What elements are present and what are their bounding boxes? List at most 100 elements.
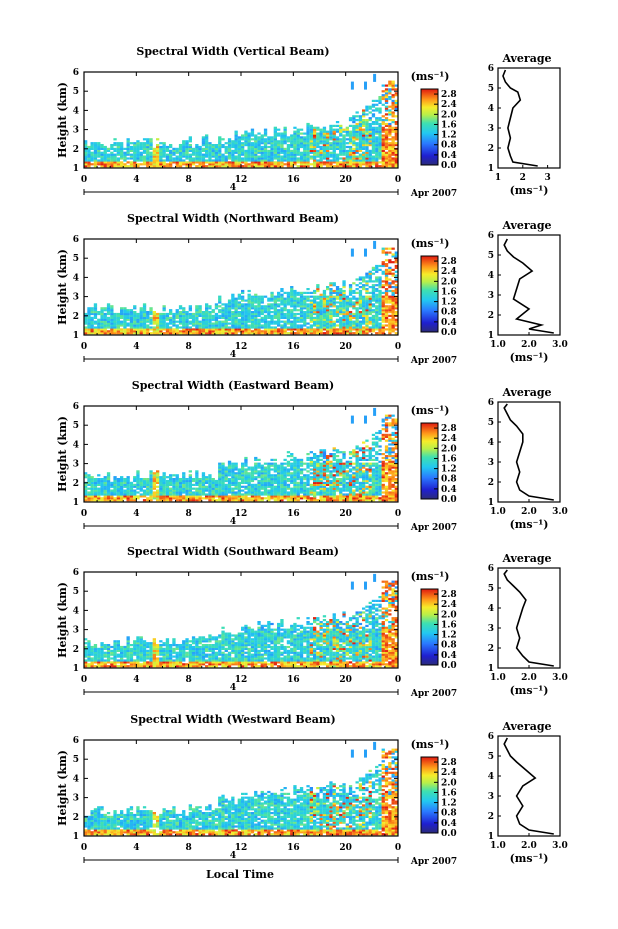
- heatmap-cell: [381, 316, 385, 319]
- heatmap-cell: [172, 161, 176, 164]
- heatmap-cell: [257, 487, 261, 490]
- heatmap-cell: [195, 470, 199, 473]
- heatmap-cell: [299, 487, 304, 490]
- heatmap-cell: [391, 96, 395, 99]
- heatmap-cell: [384, 142, 389, 145]
- heatmap-cell: [358, 145, 363, 149]
- heatmap-cell: [309, 140, 313, 143]
- heatmap-cell: [142, 491, 147, 494]
- heatmap-cell: [299, 489, 304, 492]
- heatmap-cell: [391, 253, 395, 256]
- heatmap-cell: [126, 479, 130, 483]
- heatmap-cell: [335, 124, 340, 127]
- heatmap-cell: [152, 316, 156, 319]
- heatmap-cell: [345, 481, 349, 484]
- heatmap-cell: [205, 322, 209, 325]
- heatmap-cell: [365, 324, 369, 327]
- heatmap-cell: [322, 478, 327, 481]
- heatmap-cell: [362, 161, 366, 164]
- heatmap-cell: [224, 303, 228, 306]
- heatmap-cell: [355, 445, 359, 448]
- heatmap-cell: [136, 495, 140, 498]
- heatmap-cell: [394, 99, 398, 102]
- heatmap-cell: [329, 320, 333, 323]
- heatmap-cell: [345, 320, 349, 323]
- heatmap-cell: [381, 122, 385, 126]
- heatmap-cell: [267, 491, 271, 494]
- heatmap-cell: [381, 280, 385, 283]
- heatmap-cell: [244, 320, 248, 323]
- heatmap-cell: [231, 328, 235, 331]
- heatmap-cell: [313, 126, 317, 129]
- heatmap-cell: [152, 159, 156, 162]
- heatmap-cell: [283, 462, 287, 465]
- heatmap-cell: [165, 149, 170, 152]
- heatmap-cell: [175, 320, 179, 323]
- colorbar: [420, 255, 439, 333]
- heatmap-cell: [241, 145, 245, 149]
- heatmap-cell: [309, 476, 313, 479]
- heatmap-cell: [169, 311, 173, 314]
- heatmap-cell: [322, 497, 327, 500]
- heatmap-cell: [221, 499, 225, 502]
- heatmap-cell: [254, 497, 258, 500]
- heatmap-cell: [234, 163, 238, 166]
- heatmap-cell: [293, 481, 297, 484]
- heatmap-cell: [175, 493, 179, 496]
- heatmap-cell: [303, 330, 307, 333]
- heatmap-cell: [247, 499, 251, 502]
- heatmap-cell: [339, 128, 343, 131]
- heatmap-cell: [339, 297, 343, 300]
- heatmap-cell: [290, 491, 294, 494]
- heatmap-cell: [352, 479, 356, 483]
- heatmap-cell: [214, 322, 219, 325]
- heatmap-cell: [270, 495, 274, 498]
- heatmap-cell: [110, 324, 114, 327]
- heatmap-cell: [329, 142, 333, 145]
- heatmap-cell: [362, 456, 366, 460]
- heatmap-cell: [218, 136, 222, 139]
- heatmap-cell: [381, 311, 385, 314]
- heatmap-cell: [348, 318, 353, 321]
- heatmap-cell: [329, 288, 333, 291]
- heatmap-cell: [322, 149, 327, 152]
- heatmap-cell: [375, 324, 379, 327]
- heatmap-cell: [205, 497, 209, 500]
- heatmap-cell: [103, 165, 107, 168]
- heatmap-cell: [378, 328, 382, 331]
- heatmap-cell: [375, 163, 379, 166]
- heatmap-cell: [368, 453, 372, 456]
- heatmap-cell: [365, 136, 369, 139]
- heatmap-cell: [375, 264, 379, 268]
- heatmap-cell: [335, 286, 340, 289]
- heatmap-cell: [214, 305, 219, 308]
- heatmap-cell: [306, 481, 310, 484]
- heatmap-cell: [283, 151, 287, 154]
- heatmap-cell: [329, 144, 333, 147]
- heatmap-cell: [280, 138, 284, 141]
- heatmap-cell: [244, 458, 248, 461]
- heatmap-cell: [296, 326, 300, 329]
- heatmap-cell: [175, 483, 179, 486]
- heatmap-cell: [273, 130, 277, 133]
- heatmap-cell: [149, 307, 153, 310]
- heatmap-cell: [214, 161, 219, 164]
- heatmap-cell: [368, 311, 372, 314]
- heatmap-cell: [142, 485, 147, 488]
- heatmap-cell: [237, 497, 241, 500]
- heatmap-cell: [244, 326, 248, 329]
- heatmap-cell: [100, 316, 104, 319]
- heatmap-cell: [247, 301, 251, 304]
- heatmap-cell: [260, 468, 264, 471]
- heatmap-cell: [384, 284, 389, 287]
- heatmap-cell: [113, 499, 117, 502]
- heatmap-cell: [332, 328, 336, 331]
- heatmap-cell: [93, 303, 98, 306]
- heatmap-cell: [303, 144, 307, 147]
- heatmap-cell: [221, 497, 225, 500]
- heatmap-cell: [348, 326, 353, 329]
- heatmap-cell: [116, 142, 120, 145]
- heatmap-cell: [394, 130, 398, 133]
- heatmap-cell: [227, 462, 232, 465]
- heatmap-cell: [227, 299, 232, 302]
